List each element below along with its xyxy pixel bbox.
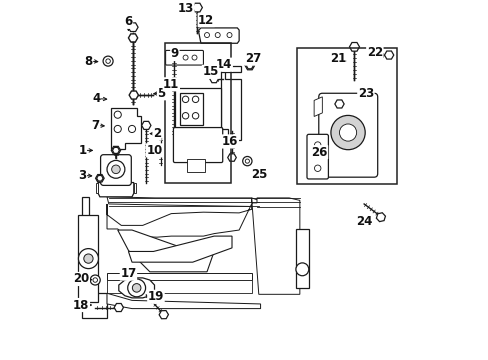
Circle shape [182,96,188,103]
Text: 18: 18 [73,298,89,311]
Text: 24: 24 [355,215,371,228]
Circle shape [182,113,188,119]
Circle shape [192,55,197,60]
Circle shape [242,157,251,166]
Text: 4: 4 [92,92,100,105]
Circle shape [339,124,356,141]
Circle shape [127,279,145,297]
Text: 16: 16 [222,135,238,148]
Circle shape [245,159,249,163]
Circle shape [90,275,100,285]
Polygon shape [107,280,251,293]
Polygon shape [134,183,135,193]
Polygon shape [107,204,251,237]
FancyBboxPatch shape [173,127,222,163]
Polygon shape [96,183,98,193]
FancyBboxPatch shape [318,93,377,177]
Circle shape [215,32,220,37]
Polygon shape [107,197,258,208]
Text: 14: 14 [216,58,232,71]
Circle shape [183,55,188,60]
Polygon shape [221,72,241,140]
Polygon shape [251,198,299,294]
Polygon shape [313,97,322,117]
Circle shape [114,111,121,118]
Polygon shape [82,197,107,318]
Circle shape [83,254,93,263]
Circle shape [103,56,113,66]
Polygon shape [199,28,239,43]
Text: 3: 3 [78,169,86,182]
Bar [165,43,230,183]
Text: 8: 8 [84,55,92,68]
Text: 26: 26 [311,146,327,159]
Polygon shape [118,230,214,272]
Text: 7: 7 [91,119,100,132]
Circle shape [78,249,98,269]
Text: 23: 23 [357,87,373,100]
Polygon shape [128,236,231,262]
Circle shape [93,278,97,282]
Circle shape [111,165,120,174]
FancyBboxPatch shape [165,50,203,65]
Text: 1: 1 [78,144,86,157]
Polygon shape [187,159,205,172]
Circle shape [172,55,177,60]
Text: 13: 13 [178,2,194,15]
Circle shape [226,32,231,37]
Text: 21: 21 [329,52,346,65]
Text: 15: 15 [202,65,218,78]
Bar [180,93,203,125]
Circle shape [105,59,110,63]
Circle shape [330,116,365,150]
Polygon shape [110,108,141,149]
Circle shape [114,125,121,132]
Text: 17: 17 [120,267,136,280]
Text: 25: 25 [251,168,267,181]
Text: 20: 20 [73,273,89,285]
Polygon shape [313,154,322,174]
Bar [297,48,397,184]
Text: 12: 12 [198,14,214,27]
Polygon shape [119,278,154,298]
FancyBboxPatch shape [101,155,131,185]
Circle shape [314,165,320,171]
Polygon shape [107,293,260,309]
Circle shape [192,96,199,103]
Polygon shape [107,273,251,280]
Text: 5: 5 [157,87,165,100]
Bar [78,215,98,302]
Polygon shape [221,66,241,72]
Text: 19: 19 [147,290,164,303]
Text: 22: 22 [366,46,382,59]
Text: 10: 10 [146,144,163,157]
Circle shape [295,263,308,276]
Circle shape [314,142,320,148]
FancyBboxPatch shape [306,134,328,179]
Circle shape [132,284,141,292]
Text: 11: 11 [163,78,179,91]
Circle shape [128,125,135,132]
Text: 2: 2 [153,127,161,140]
Circle shape [204,32,209,37]
Text: 6: 6 [124,15,132,28]
Text: 27: 27 [245,52,261,65]
Circle shape [107,161,124,178]
Polygon shape [98,183,134,197]
Circle shape [192,113,199,119]
Bar [175,88,221,129]
Bar [296,229,308,288]
Text: 9: 9 [170,48,179,60]
